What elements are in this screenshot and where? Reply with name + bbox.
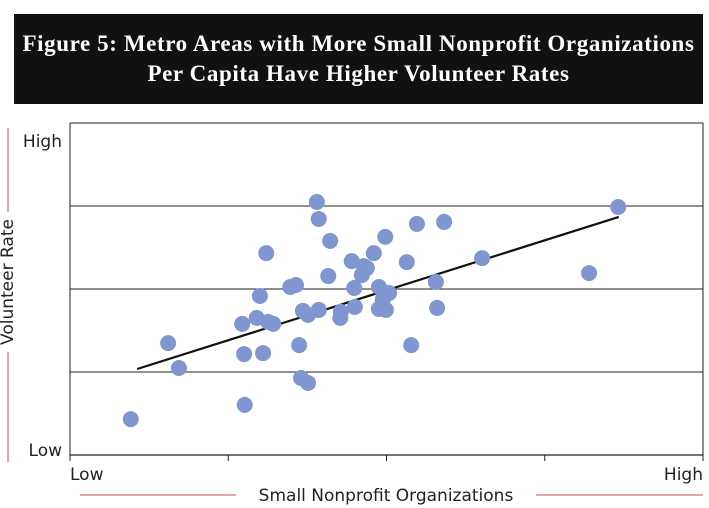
x-tick-label: Low — [70, 465, 104, 485]
data-point — [236, 346, 253, 363]
data-point — [310, 210, 327, 227]
data-point — [581, 265, 598, 282]
data-point — [429, 299, 446, 316]
y-axis-title: Volunteer Rate — [0, 219, 18, 345]
data-point — [610, 198, 627, 215]
data-point — [346, 280, 363, 297]
data-point — [255, 345, 272, 362]
data-point — [365, 245, 382, 262]
x-axis-title: Small Nonprofit Organizations — [259, 486, 514, 506]
x-tick-label: High — [664, 465, 703, 485]
data-point — [287, 277, 304, 294]
data-point — [408, 215, 425, 232]
data-point — [308, 194, 325, 211]
data-point — [377, 301, 394, 318]
data-point — [251, 287, 268, 304]
y-tick-label: High — [23, 132, 62, 152]
data-point — [358, 260, 375, 277]
data-point — [436, 213, 453, 230]
data-point — [265, 315, 282, 332]
data-point — [236, 396, 253, 413]
data-point — [403, 337, 420, 354]
title-banner: Figure 5: Metro Areas with More Small No… — [14, 14, 703, 104]
data-point — [427, 274, 444, 291]
chart-title: Figure 5: Metro Areas with More Small No… — [22, 31, 695, 86]
data-point — [300, 374, 317, 391]
data-point — [398, 254, 415, 271]
data-point — [343, 253, 360, 270]
data-point — [377, 228, 394, 245]
data-point — [291, 337, 308, 354]
data-point — [474, 250, 491, 267]
data-point — [234, 315, 251, 332]
data-point — [122, 411, 139, 428]
data-point — [332, 303, 349, 320]
y-tick-label: Low — [29, 441, 63, 461]
data-point — [381, 284, 398, 301]
data-point — [160, 335, 177, 352]
data-point — [258, 245, 275, 262]
data-point — [170, 360, 187, 377]
data-point — [310, 301, 327, 318]
data-point — [320, 268, 337, 285]
data-point — [346, 298, 363, 315]
data-point — [322, 232, 339, 249]
